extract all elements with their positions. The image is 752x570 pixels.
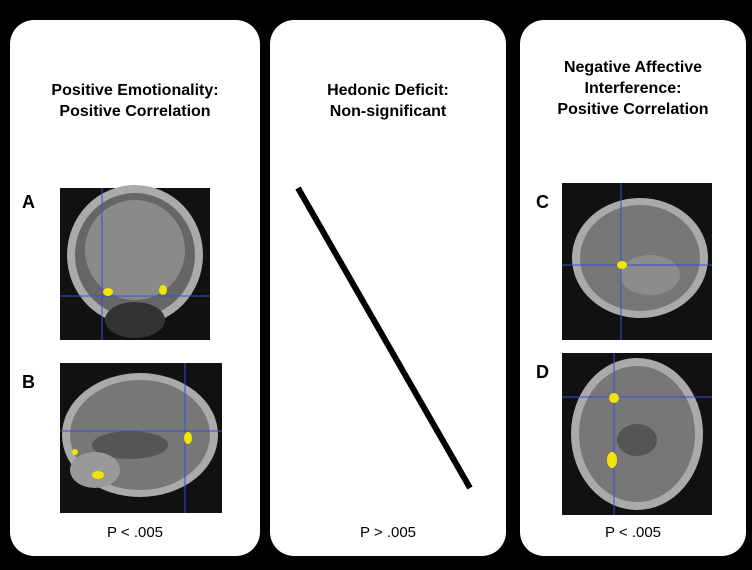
image-label: C — [536, 192, 549, 212]
panel-title: Positive Correlation — [557, 101, 708, 118]
brain-image-axial — [562, 353, 712, 515]
brain-image-sagittal — [60, 363, 222, 513]
image-label: A — [22, 192, 35, 212]
image-label: D — [536, 362, 549, 382]
p-value: P < .005 — [107, 524, 163, 541]
panel-title: Hedonic Deficit: — [327, 82, 449, 99]
p-value: P < .005 — [605, 524, 661, 541]
brain-image-coronal — [60, 185, 210, 340]
brain-image-sagittal — [562, 183, 712, 340]
panel — [270, 20, 506, 556]
panel-title: Positive Correlation — [59, 103, 210, 120]
panel-title: Non-significant — [330, 103, 447, 120]
panel-title: Positive Emotionality: — [51, 82, 218, 99]
p-value: P > .005 — [360, 524, 416, 541]
figure: Positive Emotionality: Positive Correlat… — [0, 0, 752, 570]
panel-title: Interference: — [585, 80, 682, 97]
image-label: B — [22, 372, 35, 392]
panel-title: Negative Affective — [564, 59, 702, 76]
